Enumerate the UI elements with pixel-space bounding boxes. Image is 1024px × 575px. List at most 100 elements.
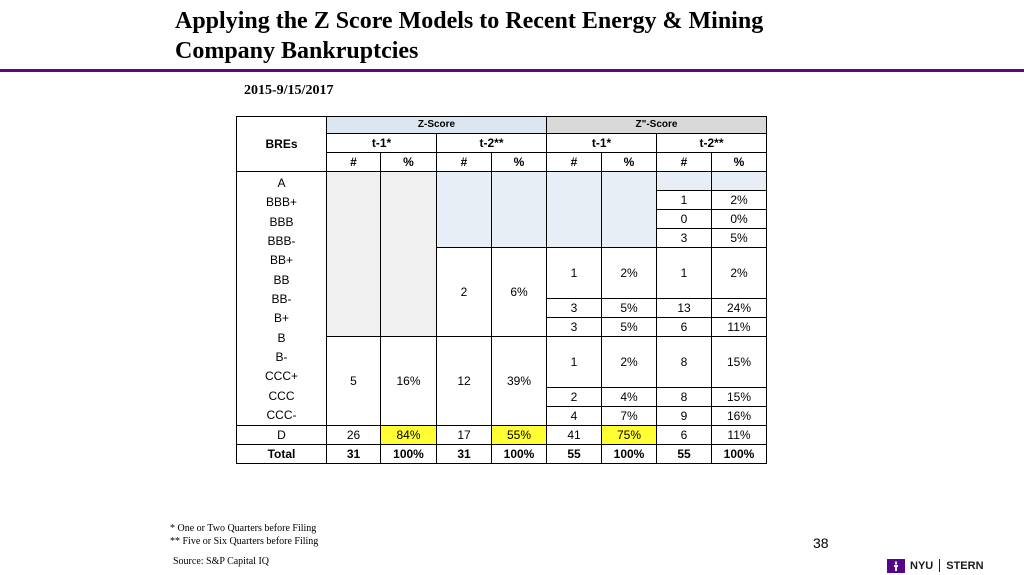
zz-t2-pct: 2% (711, 246, 767, 300)
z-t1-count: 5 (326, 336, 381, 427)
zz-t1-count: 4 (546, 406, 602, 427)
zz-t1-pct: 4% (601, 387, 657, 408)
total-cell: 55 (656, 444, 712, 465)
z-t2-pct: 39% (491, 336, 547, 427)
d-row-cell-highlight: 84% (380, 425, 437, 446)
date-range: 2015-9/15/2017 (244, 83, 334, 98)
d-row-cell-highlight: 75% (601, 425, 657, 446)
zz-t2-count: 3 (656, 228, 712, 248)
rating-list: A BBB+ BBB BBB- BB+ BB BB- B+ B B- CCC+ … (236, 170, 327, 427)
period-header: t-1* (546, 133, 657, 153)
z-t2-pct: 6% (491, 246, 547, 338)
total-cell: 100% (491, 444, 547, 465)
title-divider (0, 69, 1024, 72)
zz-t2-pct: 16% (711, 406, 767, 427)
rating-label: B (277, 330, 286, 345)
total-cell: 31 (436, 444, 492, 465)
logo-text-nyu: NYU (910, 559, 934, 572)
footnote-two: ** Five or Six Quarters before Filing (170, 536, 319, 547)
empty-cell (326, 170, 381, 338)
z-t2-count: 2 (436, 246, 492, 338)
count-subheader: # (546, 152, 602, 172)
slide-title-line-2: Company Bankruptcies (175, 38, 419, 64)
zz-t2-count: 13 (656, 298, 712, 319)
d-row-cell: 41 (546, 425, 602, 446)
zz-t2-pct: 5% (711, 228, 767, 248)
zz-t2-count: 9 (656, 406, 712, 427)
rating-label: BBB- (267, 234, 296, 249)
total-cell: 31 (326, 444, 381, 465)
zz-t1-count: 1 (546, 246, 602, 300)
period-header: t-2** (656, 133, 767, 153)
pct-subheader: % (601, 152, 657, 172)
zz-t2-pct: 24% (711, 298, 767, 319)
source-note: Source: S&P Capital IQ (173, 556, 270, 567)
slide-title-line-1: Applying the Z Score Models to Recent En… (175, 8, 764, 34)
zz-t2-count: 1 (656, 246, 712, 300)
page-number: 38 (813, 535, 829, 551)
rating-label: BBB+ (265, 195, 298, 210)
empty-cell (436, 171, 492, 248)
zz-t1-pct: 5% (601, 317, 657, 338)
rating-label-d: D (236, 425, 327, 446)
d-row-cell: 11% (711, 425, 767, 446)
empty-cell (491, 171, 547, 248)
logo-divider (939, 559, 941, 572)
logo-text-stern: STERN (946, 559, 984, 572)
zz-t2-pct: 0% (711, 209, 767, 229)
pct-subheader: % (491, 152, 547, 172)
period-header: t-2** (436, 133, 547, 153)
count-subheader: # (656, 152, 712, 172)
bres-header: BREs (236, 116, 327, 172)
pct-subheader: % (711, 152, 767, 172)
zzscore-group-header: Z"-Score (546, 116, 767, 134)
zz-t1-count: 2 (546, 387, 602, 408)
rating-label: CCC (268, 388, 295, 403)
zz-t2-pct: 2% (711, 190, 767, 210)
total-cell: 100% (380, 444, 437, 465)
z-t2-count: 12 (436, 336, 492, 427)
zz-t1-pct: 2% (601, 336, 657, 389)
zz-t1-count: 1 (546, 336, 602, 389)
rating-label: CCC+ (264, 369, 298, 384)
rating-label: B+ (273, 311, 289, 326)
d-row-cell: 26 (326, 425, 381, 446)
zz-t1-count: 3 (546, 298, 602, 319)
zz-t1-pct: 5% (601, 298, 657, 319)
rating-label: BB- (271, 292, 292, 307)
zz-t2-count: 8 (656, 387, 712, 408)
rating-label: BBB (269, 214, 294, 229)
zz-t2-count: 6 (656, 317, 712, 338)
count-subheader: # (436, 152, 492, 172)
d-row-cell-highlight: 55% (491, 425, 547, 446)
empty-cell (546, 171, 602, 248)
z-t1-pct: 16% (380, 336, 437, 427)
pct-subheader: % (380, 152, 437, 172)
rating-label: A (277, 176, 286, 190)
zz-t1-pct: 2% (601, 246, 657, 300)
empty-cell (380, 170, 437, 338)
zz-t2-count: 1 (656, 190, 712, 210)
rating-label: BB (273, 272, 290, 287)
zz-t2-pct: 11% (711, 317, 767, 338)
empty-cell (656, 171, 712, 191)
empty-cell (601, 171, 657, 248)
period-header: t-1* (326, 133, 437, 153)
torch-icon (887, 558, 905, 573)
count-subheader: # (326, 152, 381, 172)
total-cell: 55 (546, 444, 602, 465)
zz-t1-pct: 7% (601, 406, 657, 427)
slide-title: Applying the Z Score Models to Recent En… (175, 6, 935, 66)
rating-label: B- (275, 350, 288, 365)
d-row-cell: 6 (656, 425, 712, 446)
zz-t1-count: 3 (546, 317, 602, 338)
d-row-cell: 17 (436, 425, 492, 446)
rating-label: BB+ (269, 253, 293, 268)
zscore-group-header: Z-Score (326, 116, 547, 134)
zz-t2-count: 8 (656, 336, 712, 389)
footnote-one: * One or Two Quarters before Filing (170, 523, 317, 534)
empty-cell (711, 171, 767, 191)
rating-label: CCC- (266, 408, 297, 423)
total-cell: 100% (711, 444, 767, 465)
nyu-stern-logo: NYU STERN (887, 558, 984, 573)
